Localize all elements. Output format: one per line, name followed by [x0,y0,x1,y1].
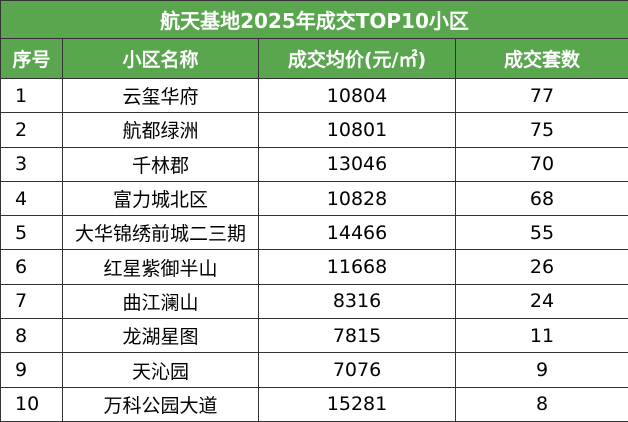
table-cell: 11668 [258,249,456,285]
table-cell: 航都绿洲 [62,112,259,148]
table-cell: 8316 [258,283,456,320]
table-cell: 11 [455,318,628,354]
table-row: 10 万科公园大道 15281 8 [0,386,628,422]
table-cell: 5 [0,215,63,251]
table-cell: 24 [455,283,628,320]
table-cell: 15281 [258,386,456,422]
table-cell: 7076 [258,352,456,388]
table-cell: 7815 [258,318,456,354]
column-header: 成交均价(元/㎡) [258,38,456,79]
table-cell: 龙湖星图 [62,318,259,354]
table-row: 1 云玺华府 10804 77 [0,77,628,114]
table-cell: 14466 [258,215,456,251]
table-cell: 8 [455,386,628,422]
table-row: 8 龙湖星图 7815 11 [0,318,628,354]
table-cell: 55 [455,215,628,251]
table-cell: 75 [455,112,628,148]
table-cell: 云玺华府 [62,77,259,114]
table-cell: 7 [0,283,63,320]
table-row: 7 曲江澜山 8316 24 [0,283,628,320]
table-cell: 曲江澜山 [62,283,259,320]
table-cell: 4 [0,180,63,217]
table-cell: 红星紫御半山 [62,249,259,285]
table-cell: 2 [0,112,63,148]
table-body: 1 云玺华府 10804 77 2 航都绿洲 10801 75 3 千林郡 13046 70 4 富力城北… [0,77,628,422]
header-row: 序号 小区名称 成交均价(元/㎡) 成交套数 [0,38,628,79]
table-cell: 10804 [258,77,456,114]
table-row: 5 大华锦绣前城二三期 14466 55 [0,215,628,251]
table-cell: 大华锦绣前城二三期 [62,215,259,251]
table-cell: 68 [455,180,628,217]
table-cell: 万科公园大道 [62,386,259,422]
table-title: 航天基地2025年成交TOP10小区 [0,0,628,39]
table-cell: 千林郡 [62,146,259,182]
table-cell: 8 [0,318,63,354]
table-cell: 3 [0,146,63,182]
table-cell: 26 [455,249,628,285]
table-cell: 13046 [258,146,456,182]
table-cell: 6 [0,249,63,285]
table-row: 3 千林郡 13046 70 [0,146,628,182]
table-cell: 9 [0,352,63,388]
title-row: 航天基地2025年成交TOP10小区 [0,0,628,39]
table-cell: 天沁园 [62,352,259,388]
table-cell: 10828 [258,180,456,217]
table-cell: 9 [455,352,628,388]
table-row: 4 富力城北区 10828 68 [0,180,628,217]
table-cell: 10 [0,386,63,422]
table-row: 6 红星紫御半山 11668 26 [0,249,628,285]
table-cell: 77 [455,77,628,114]
table-cell: 70 [455,146,628,182]
table-cell: 富力城北区 [62,180,259,217]
column-header: 序号 [0,38,63,79]
table-cell: 1 [0,77,63,114]
column-header: 小区名称 [62,38,259,79]
table-row: 2 航都绿洲 10801 75 [0,112,628,148]
table-row: 9 天沁园 7076 9 [0,352,628,388]
column-header: 成交套数 [455,38,628,79]
table-cell: 10801 [258,112,456,148]
